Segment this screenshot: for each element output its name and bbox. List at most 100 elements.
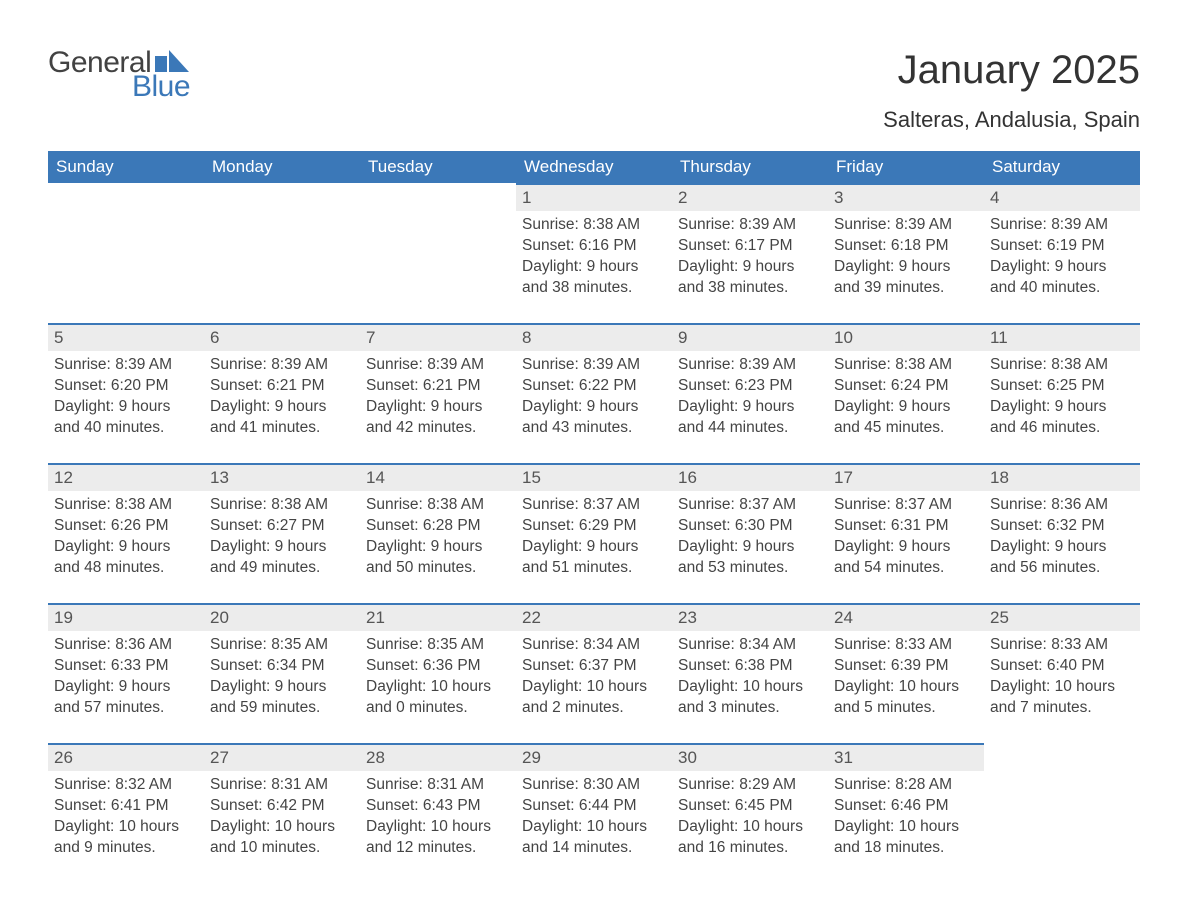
sunset-line: Sunset: 6:21 PM: [366, 376, 510, 397]
sunrise-line: Sunrise: 8:31 AM: [210, 775, 354, 796]
day-cell: 20Sunrise: 8:35 AMSunset: 6:34 PMDayligh…: [204, 603, 360, 743]
daylight-label: Daylight:: [678, 538, 738, 555]
day-cell: 3Sunrise: 8:39 AMSunset: 6:18 PMDaylight…: [828, 183, 984, 323]
calendar-table: SundayMondayTuesdayWednesdayThursdayFrid…: [48, 151, 1140, 883]
day-cell: 7Sunrise: 8:39 AMSunset: 6:21 PMDaylight…: [360, 323, 516, 463]
sunset-label: Sunset:: [990, 657, 1043, 674]
sunset-label: Sunset:: [522, 237, 575, 254]
sunset-label: Sunset:: [678, 797, 731, 814]
sunrise-value: 8:33 AM: [895, 636, 952, 653]
day-body: Sunrise: 8:39 AMSunset: 6:18 PMDaylight:…: [828, 211, 984, 309]
day-number: 19: [48, 605, 204, 631]
sunrise-value: 8:38 AM: [1051, 356, 1108, 373]
sunrise-line: Sunrise: 8:39 AM: [54, 355, 198, 376]
sunset-value: 6:33 PM: [111, 657, 169, 674]
sunrise-label: Sunrise:: [366, 776, 423, 793]
calendar-body: 1Sunrise: 8:38 AMSunset: 6:16 PMDaylight…: [48, 183, 1140, 883]
day-body: Sunrise: 8:37 AMSunset: 6:30 PMDaylight:…: [672, 491, 828, 589]
sunrise-label: Sunrise:: [366, 356, 423, 373]
day-number: 4: [984, 185, 1140, 211]
sunset-label: Sunset:: [678, 377, 731, 394]
day-number: 25: [984, 605, 1140, 631]
sunrise-value: 8:30 AM: [583, 776, 640, 793]
sunrise-value: 8:29 AM: [739, 776, 796, 793]
day-inner: 26Sunrise: 8:32 AMSunset: 6:41 PMDayligh…: [48, 743, 204, 869]
sunrise-line: Sunrise: 8:32 AM: [54, 775, 198, 796]
day-cell: 6Sunrise: 8:39 AMSunset: 6:21 PMDaylight…: [204, 323, 360, 463]
sunrise-value: 8:39 AM: [271, 356, 328, 373]
day-inner: 11Sunrise: 8:38 AMSunset: 6:25 PMDayligh…: [984, 323, 1140, 449]
sunset-line: Sunset: 6:34 PM: [210, 656, 354, 677]
daylight-label: Daylight:: [210, 818, 270, 835]
sunset-value: 6:29 PM: [579, 517, 637, 534]
sunset-label: Sunset:: [54, 517, 107, 534]
sunset-value: 6:41 PM: [111, 797, 169, 814]
sunrise-label: Sunrise:: [678, 496, 735, 513]
sunrise-line: Sunrise: 8:36 AM: [990, 495, 1134, 516]
empty-cell: [984, 743, 1140, 883]
weekday-header: Thursday: [672, 151, 828, 183]
sunset-value: 6:44 PM: [579, 797, 637, 814]
sunset-line: Sunset: 6:38 PM: [678, 656, 822, 677]
sunrise-line: Sunrise: 8:33 AM: [990, 635, 1134, 656]
day-cell: 30Sunrise: 8:29 AMSunset: 6:45 PMDayligh…: [672, 743, 828, 883]
day-inner: 25Sunrise: 8:33 AMSunset: 6:40 PMDayligh…: [984, 603, 1140, 729]
sunset-line: Sunset: 6:19 PM: [990, 236, 1134, 257]
day-number: 20: [204, 605, 360, 631]
daylight-line: Daylight: 9 hours and 54 minutes.: [834, 537, 978, 579]
sunset-label: Sunset:: [990, 377, 1043, 394]
weekday-header: Monday: [204, 151, 360, 183]
daylight-label: Daylight:: [834, 678, 894, 695]
day-number: 7: [360, 325, 516, 351]
sunset-value: 6:25 PM: [1047, 377, 1105, 394]
day-inner: 29Sunrise: 8:30 AMSunset: 6:44 PMDayligh…: [516, 743, 672, 869]
sunrise-value: 8:39 AM: [1051, 216, 1108, 233]
sunset-line: Sunset: 6:33 PM: [54, 656, 198, 677]
sunrise-label: Sunrise:: [366, 636, 423, 653]
sunset-value: 6:23 PM: [735, 377, 793, 394]
day-body: Sunrise: 8:34 AMSunset: 6:38 PMDaylight:…: [672, 631, 828, 729]
daylight-line: Daylight: 9 hours and 59 minutes.: [210, 677, 354, 719]
sunset-line: Sunset: 6:29 PM: [522, 516, 666, 537]
sunset-line: Sunset: 6:25 PM: [990, 376, 1134, 397]
day-inner: 21Sunrise: 8:35 AMSunset: 6:36 PMDayligh…: [360, 603, 516, 729]
day-body: Sunrise: 8:38 AMSunset: 6:25 PMDaylight:…: [984, 351, 1140, 449]
day-inner: 19Sunrise: 8:36 AMSunset: 6:33 PMDayligh…: [48, 603, 204, 729]
sunrise-value: 8:31 AM: [271, 776, 328, 793]
sunset-value: 6:40 PM: [1047, 657, 1105, 674]
sunrise-line: Sunrise: 8:37 AM: [522, 495, 666, 516]
sunset-label: Sunset:: [834, 377, 887, 394]
calendar-week-row: 12Sunrise: 8:38 AMSunset: 6:26 PMDayligh…: [48, 463, 1140, 603]
sunrise-value: 8:37 AM: [895, 496, 952, 513]
day-cell: 27Sunrise: 8:31 AMSunset: 6:42 PMDayligh…: [204, 743, 360, 883]
day-inner: 14Sunrise: 8:38 AMSunset: 6:28 PMDayligh…: [360, 463, 516, 589]
day-inner: 31Sunrise: 8:28 AMSunset: 6:46 PMDayligh…: [828, 743, 984, 869]
daylight-label: Daylight:: [522, 818, 582, 835]
sunset-label: Sunset:: [210, 657, 263, 674]
sunset-label: Sunset:: [834, 517, 887, 534]
day-inner: 17Sunrise: 8:37 AMSunset: 6:31 PMDayligh…: [828, 463, 984, 589]
sunset-label: Sunset:: [990, 517, 1043, 534]
sunrise-label: Sunrise:: [522, 496, 579, 513]
day-inner: 30Sunrise: 8:29 AMSunset: 6:45 PMDayligh…: [672, 743, 828, 869]
day-cell: 29Sunrise: 8:30 AMSunset: 6:44 PMDayligh…: [516, 743, 672, 883]
day-inner: 4Sunrise: 8:39 AMSunset: 6:19 PMDaylight…: [984, 183, 1140, 309]
sunset-label: Sunset:: [366, 657, 419, 674]
empty-cell: [360, 183, 516, 323]
sunrise-label: Sunrise:: [54, 776, 111, 793]
sunrise-value: 8:39 AM: [583, 356, 640, 373]
day-cell: 18Sunrise: 8:36 AMSunset: 6:32 PMDayligh…: [984, 463, 1140, 603]
sunset-label: Sunset:: [834, 657, 887, 674]
sunset-label: Sunset:: [834, 237, 887, 254]
sunset-label: Sunset:: [210, 797, 263, 814]
day-inner: 16Sunrise: 8:37 AMSunset: 6:30 PMDayligh…: [672, 463, 828, 589]
day-number: 28: [360, 745, 516, 771]
sunset-line: Sunset: 6:46 PM: [834, 796, 978, 817]
daylight-label: Daylight:: [54, 398, 114, 415]
sunrise-line: Sunrise: 8:37 AM: [834, 495, 978, 516]
day-inner: 12Sunrise: 8:38 AMSunset: 6:26 PMDayligh…: [48, 463, 204, 589]
sunrise-value: 8:35 AM: [271, 636, 328, 653]
sunrise-line: Sunrise: 8:34 AM: [522, 635, 666, 656]
day-number: 23: [672, 605, 828, 631]
day-cell: 15Sunrise: 8:37 AMSunset: 6:29 PMDayligh…: [516, 463, 672, 603]
